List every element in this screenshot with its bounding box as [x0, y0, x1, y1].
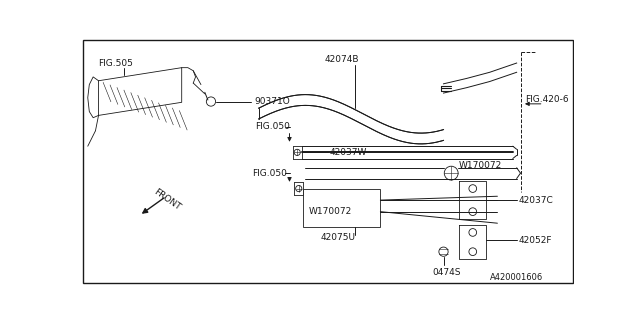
- Text: 42075U: 42075U: [320, 233, 355, 242]
- Text: 42037W: 42037W: [330, 148, 367, 157]
- Bar: [303, 188, 380, 227]
- Text: 0474S: 0474S: [432, 268, 460, 277]
- Polygon shape: [99, 68, 182, 116]
- Circle shape: [469, 185, 477, 192]
- Text: 42052F: 42052F: [519, 236, 552, 245]
- Text: W170072: W170072: [308, 207, 352, 216]
- Text: 42074B: 42074B: [324, 55, 358, 64]
- Text: A420001606: A420001606: [490, 273, 543, 282]
- Circle shape: [469, 208, 477, 215]
- Circle shape: [469, 228, 477, 236]
- Text: 42037C: 42037C: [519, 196, 554, 204]
- Text: W170072: W170072: [459, 161, 502, 170]
- Text: FRONT: FRONT: [152, 187, 182, 212]
- Circle shape: [469, 248, 477, 256]
- Text: FIG.420-6: FIG.420-6: [525, 95, 569, 105]
- Text: FIG.505: FIG.505: [99, 59, 133, 68]
- Text: 90371Ο: 90371Ο: [254, 97, 290, 106]
- Text: FIG.050: FIG.050: [255, 123, 290, 132]
- Text: FIG.050: FIG.050: [253, 169, 287, 178]
